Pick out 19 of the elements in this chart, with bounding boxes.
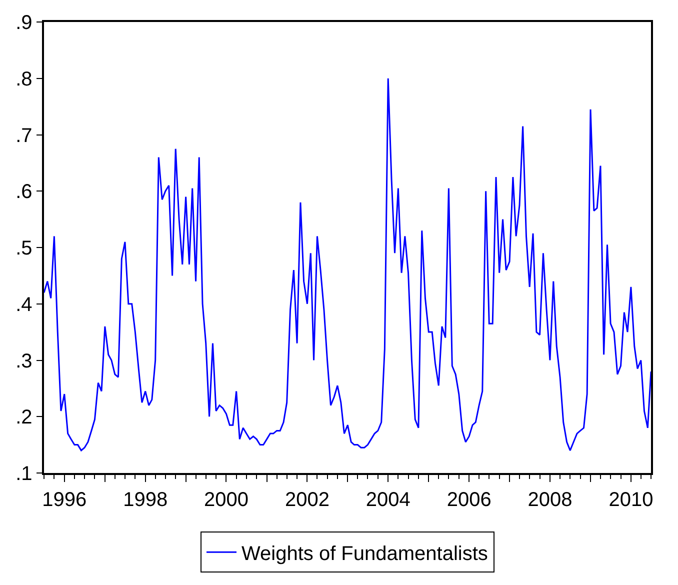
x-tick-label: 2010 xyxy=(608,488,654,511)
x-tick-label: 2000 xyxy=(204,488,248,511)
y-tick-label: .4 xyxy=(16,294,32,316)
x-tick-label: 1998 xyxy=(123,488,168,511)
x-tick-label: 2008 xyxy=(528,488,572,511)
legend-label: Weights of Fundamentalists xyxy=(242,542,488,565)
line-series xyxy=(44,78,651,452)
y-tick-label: .8 xyxy=(16,68,32,90)
x-tick-label: 2002 xyxy=(284,488,330,511)
x-tick-label: 1996 xyxy=(42,488,87,511)
x-tick-label: 2006 xyxy=(446,488,492,511)
y-tick-label: .1 xyxy=(16,463,32,485)
x-tick-label: 2004 xyxy=(366,488,410,511)
y-tick-label: .3 xyxy=(16,350,32,372)
y-tick-label: .9 xyxy=(16,12,32,34)
y-tick-label: .2 xyxy=(16,406,32,429)
y-tick-label: .6 xyxy=(16,181,32,204)
y-tick-label: .5 xyxy=(16,238,32,260)
y-tick-label: .7 xyxy=(16,124,32,147)
